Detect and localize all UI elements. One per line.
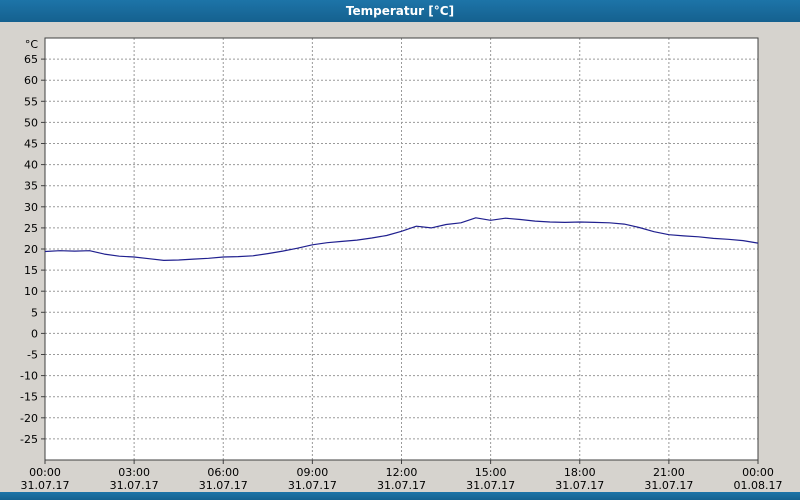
x-tick-date-label: 31.07.17 (199, 479, 248, 492)
temperature-line (44, 217, 759, 261)
y-tick-label: -20 (20, 412, 38, 425)
x-tick-time-label: 09:00 (297, 466, 329, 479)
y-tick-label: 35 (24, 180, 38, 193)
x-tick-time-label: 18:00 (564, 466, 596, 479)
window-title: Temperatur [°C] (345, 4, 455, 18)
window-title-bar[interactable]: Temperatur [°C] (0, 0, 800, 22)
y-tick-label: 25 (24, 222, 38, 235)
y-tick-label: 65 (24, 53, 38, 66)
y-tick-label: 15 (24, 264, 38, 277)
y-tick-label: 60 (24, 74, 38, 87)
x-tick-date-label: 31.07.17 (288, 479, 337, 492)
y-tick-label: 45 (24, 138, 38, 151)
x-tick-date-label: 31.07.17 (377, 479, 426, 492)
x-tick-time-label: 03:00 (118, 466, 150, 479)
x-tick-time-label: 00:00 (29, 466, 61, 479)
y-tick-label: 30 (24, 201, 38, 214)
y-tick-label: 0 (31, 327, 38, 340)
x-tick-time-label: 00:00 (742, 466, 774, 479)
y-tick-label: 50 (24, 116, 38, 129)
chart-container: 65 60 55 50 45 40 35 30 25 20 15 10 5 0 -5 -10 -15 -20 -25… (0, 22, 800, 492)
y-tick-label: 10 (24, 285, 38, 298)
x-tick-time-label: 21:00 (653, 466, 685, 479)
x-tick-date-label: 31.07.17 (466, 479, 515, 492)
x-tick-date-label: 31.07.17 (555, 479, 604, 492)
x-tick-time-label: 12:00 (386, 466, 418, 479)
y-tick-label: -5 (27, 349, 38, 362)
x-tick-date-label: 01.08.17 (734, 479, 783, 492)
y-tick-label: 20 (24, 243, 38, 256)
x-tick-time-label: 15:00 (475, 466, 507, 479)
x-tick-date-label: 31.07.17 (21, 479, 70, 492)
y-tick-label: -25 (20, 433, 38, 446)
y-tick-label: 55 (24, 95, 38, 108)
window-bottom-edge (0, 492, 800, 500)
y-tick-label: 40 (24, 159, 38, 172)
y-tick-label: 5 (31, 306, 38, 319)
y-axis-unit-label: °C (25, 38, 39, 51)
x-tick-date-label: 31.07.17 (110, 479, 159, 492)
y-tick-label: -15 (20, 391, 38, 404)
y-tick-label: -10 (20, 370, 38, 383)
x-tick-date-label: 31.07.17 (644, 479, 693, 492)
x-tick-time-label: 06:00 (207, 466, 239, 479)
temperature-chart: 65605550454035302520151050-5-10-15-20-25… (20, 37, 783, 492)
